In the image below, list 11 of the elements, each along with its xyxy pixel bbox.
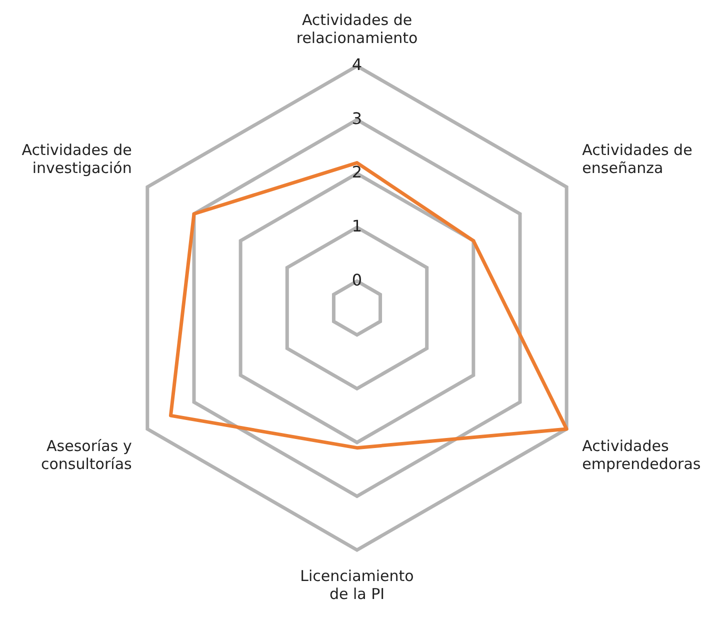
y-tick-label: 4 [352,55,362,74]
spoke-label: Actividades de relacionamiento [296,10,418,47]
spoke-label: Actividades de enseñanza [582,140,692,177]
y-tick-label: 2 [352,162,362,182]
spoke-label: Actividades emprendedoras [582,436,701,473]
y-tick-label: 3 [352,108,362,128]
spoke-label: Licenciamiento de la PI [300,566,414,603]
spoke-label: Actividades de investigación [22,140,132,177]
y-tick-label: 1 [352,216,362,236]
y-tick-label: 0 [352,270,362,290]
spoke-label: Asesorías y consultorías [41,436,132,473]
